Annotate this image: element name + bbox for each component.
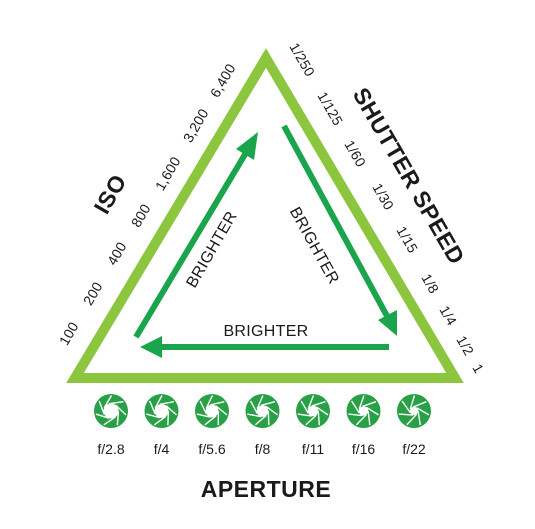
- aperture-stop: f/4: [144, 394, 179, 457]
- shutter-value: 1/60: [341, 137, 369, 169]
- shutter-value: 1/125: [314, 89, 346, 128]
- iso-value: 6,400: [207, 61, 239, 100]
- aperture-stop: f/11: [296, 394, 330, 457]
- iso-value: 400: [104, 239, 130, 268]
- f-stop-label: f/4: [154, 441, 170, 457]
- left-arrow-shaft: [133, 149, 250, 339]
- aperture-opening: [409, 406, 419, 416]
- left-arrow-label: BRIGHTER: [183, 209, 240, 291]
- shutter-value: 1/30: [369, 180, 397, 212]
- iso-value: 200: [80, 279, 106, 308]
- f-stop-label: f/16: [352, 441, 376, 457]
- aperture-opening: [103, 403, 119, 419]
- aperture-blades-icon: [297, 395, 329, 426]
- aperture-row: f/2.8 f/4 f/5.6 f/8 f/11 f/16 f/22: [94, 394, 431, 457]
- aperture-stop: f/22: [397, 394, 431, 457]
- aperture-opening: [154, 404, 169, 418]
- iso-value: 3,200: [180, 106, 212, 145]
- bottom-arrow-label: BRIGHTER: [223, 323, 308, 340]
- f-stop-label: f/8: [255, 441, 271, 457]
- aperture-blades-icon: [95, 395, 127, 426]
- f-stop-label: f/2.8: [97, 441, 124, 457]
- shutter-value: 1/8: [418, 271, 442, 296]
- f-stop-label: f/22: [402, 441, 426, 457]
- exposure-triangle: [66, 48, 464, 383]
- iso-title: ISO: [89, 170, 132, 219]
- right-arrow-head: [378, 310, 397, 336]
- aperture-blades-icon: [146, 395, 177, 426]
- iso-value: 800: [128, 201, 154, 230]
- f-stop-label: f/5.6: [198, 441, 225, 457]
- shutter-value: 1/4: [436, 303, 460, 328]
- aperture-stop: f/5.6: [195, 394, 229, 457]
- aperture-title: APERTURE: [201, 476, 332, 502]
- right-arrow-shaft: [281, 124, 390, 318]
- iso-value: 1,600: [152, 154, 184, 193]
- shutter-value: 1/15: [393, 223, 421, 255]
- bottom-arrow-head: [140, 336, 162, 358]
- aperture-blades-icon: [196, 395, 228, 426]
- shutter-value: 1: [469, 361, 487, 376]
- brighter-arrows: [133, 124, 397, 358]
- shutter-value: 1/250: [286, 40, 318, 79]
- aperture-blades-icon: [247, 395, 278, 426]
- aperture-blades-icon: [398, 395, 430, 426]
- shutter-value: 1/2: [453, 333, 477, 358]
- aperture-opening: [256, 405, 269, 417]
- aperture-stop: f/8: [245, 394, 280, 457]
- iso-scale: 100 200 400 800 1,600 3,200 6,400: [56, 61, 239, 348]
- aperture-stop: f/16: [346, 394, 381, 457]
- aperture-opening: [307, 405, 319, 417]
- f-stop-label: f/11: [302, 441, 325, 457]
- aperture-stop: f/2.8: [94, 394, 128, 457]
- aperture-opening: [358, 406, 369, 416]
- aperture-opening: [205, 404, 219, 418]
- aperture-blades-icon: [348, 395, 379, 426]
- left-arrow-head: [236, 132, 258, 160]
- iso-value: 100: [56, 319, 82, 348]
